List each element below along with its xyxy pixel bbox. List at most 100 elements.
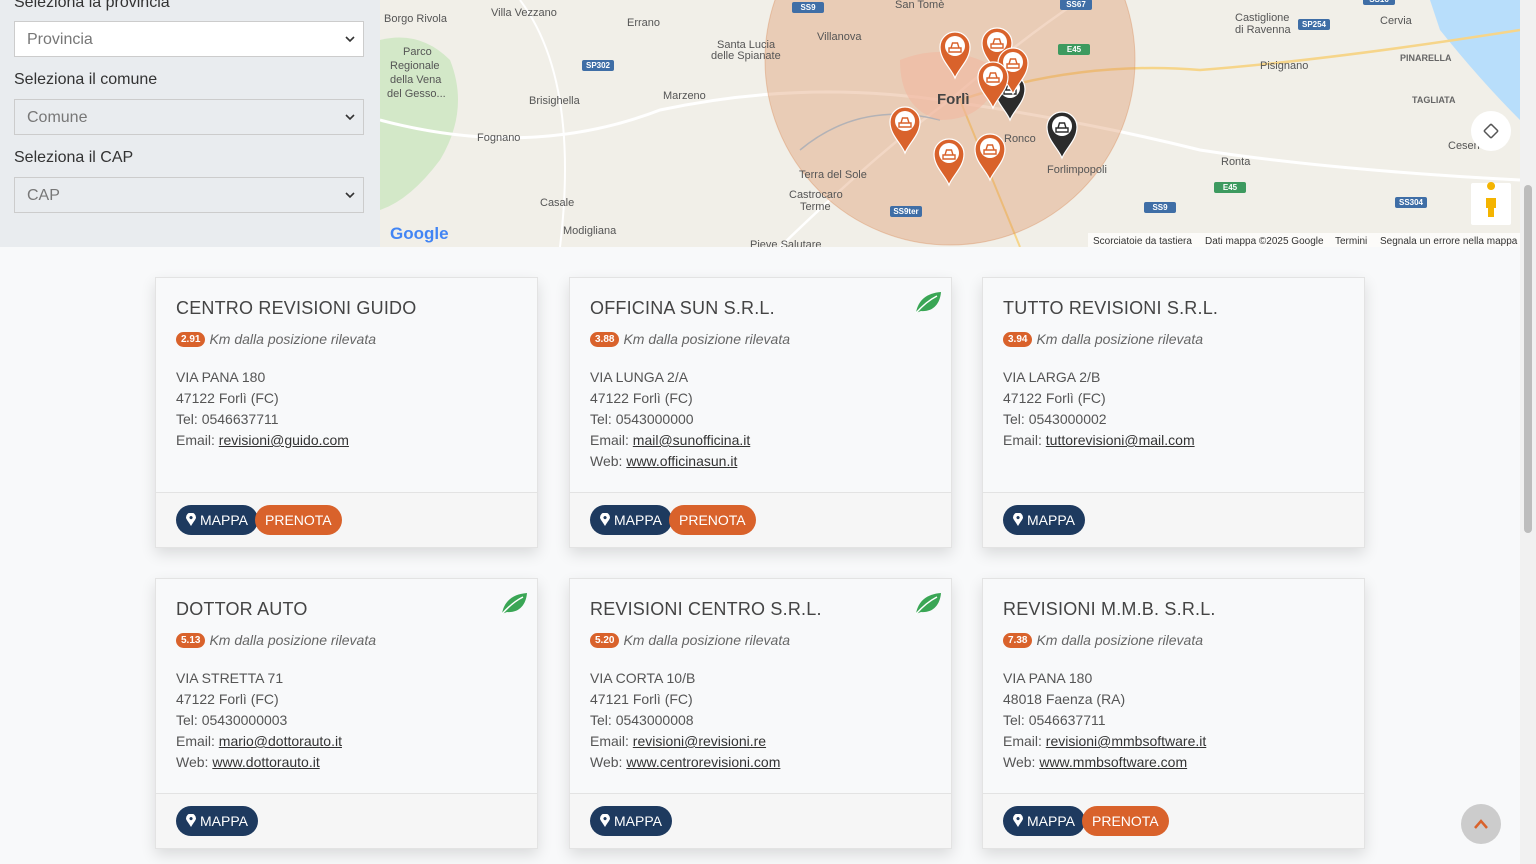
map-attribution[interactable]: Termini <box>1335 236 1367 247</box>
map-place-label: della Vena <box>390 74 442 86</box>
pin-shape <box>600 813 610 827</box>
map-button[interactable]: MAPPA <box>176 505 258 535</box>
map-attribution[interactable]: Scorciatoie da tastiera <box>1093 236 1192 247</box>
sea <box>1430 0 1520 120</box>
distance-badge: 5.13 <box>176 633 206 648</box>
web-link[interactable]: www.centrorevisioni.com <box>626 754 781 770</box>
map-place-label: Terme <box>800 201 831 213</box>
web-link[interactable]: www.mmbsoftware.com <box>1039 754 1188 770</box>
map-attribution[interactable]: Segnala un errore nella mappa <box>1380 236 1518 247</box>
distance-badge: 5.20 <box>590 633 620 648</box>
map-button[interactable]: MAPPA <box>1003 505 1085 535</box>
map-place-label: Villa Vezzano <box>491 7 557 19</box>
card-title: REVISIONI M.M.B. S.R.L. <box>1003 599 1216 619</box>
province-select[interactable]: Provincia <box>14 21 364 57</box>
road-shield-label: SS304 <box>1399 198 1424 207</box>
tel-line: Tel: 0546637711 <box>176 409 349 430</box>
tel-label: Tel: <box>590 411 612 427</box>
leaf-vein <box>915 596 938 615</box>
tel-label: Tel: <box>590 712 612 728</box>
card-title: TUTTO REVISIONI S.R.L. <box>1003 298 1219 318</box>
web-link[interactable]: www.dottorauto.it <box>212 754 320 770</box>
tel-value: 05430000003 <box>201 712 288 728</box>
distance: 3.88 Km dalla posizione rilevata <box>590 331 790 347</box>
chevron <box>345 114 355 121</box>
pin-icon <box>1013 813 1023 827</box>
cap-select[interactable]: CAP <box>14 177 364 213</box>
book-button[interactable]: PRENOTA <box>255 505 342 535</box>
tel-value: 0543000000 <box>615 411 694 427</box>
card-footer: MAPPA PRENOTA <box>983 793 1364 848</box>
car-icon <box>986 72 1000 83</box>
map-button-label: MAPPA <box>1027 813 1075 829</box>
map-place-label: Castiglione <box>1235 12 1289 24</box>
web-link[interactable]: www.officinasun.it <box>626 453 738 469</box>
chevron <box>345 192 355 199</box>
web-label: Web: <box>176 754 209 770</box>
map-button[interactable]: MAPPA <box>590 806 672 836</box>
map-place-label: Brisighella <box>529 95 581 107</box>
road-shield-label: SS9ter <box>893 207 918 216</box>
address: VIA CORTA 10/B <box>590 670 696 686</box>
road-shield-label: SS9 <box>1152 203 1168 212</box>
book-button[interactable]: PRENOTA <box>669 505 756 535</box>
email-link[interactable]: tuttorevisioni@mail.com <box>1045 432 1195 448</box>
email-link[interactable]: mario@dottorauto.it <box>218 733 342 749</box>
road-shield <box>1363 0 1395 5</box>
pin-icon <box>186 512 196 526</box>
map[interactable]: Borgo Rivola Villa Vezzano Errano Santa Luc… <box>380 0 1520 247</box>
map-place-label: Santa Lucia <box>717 39 776 51</box>
service-card: TUTTO REVISIONI S.R.L. 3.94 Km dalla posiz… <box>982 277 1365 548</box>
road-shield-label: SS67 <box>1066 0 1086 9</box>
road-shield <box>1298 19 1330 30</box>
email-link[interactable]: revisioni@guido.com <box>218 432 349 448</box>
river <box>799 113 941 151</box>
select-placeholder: Comune <box>27 109 88 126</box>
map-pin-face <box>1052 116 1072 136</box>
distance-caption: Km dalla posizione rilevata <box>1036 632 1203 648</box>
card-title: CENTRO REVISIONI GUIDO <box>176 298 417 318</box>
map-button[interactable]: MAPPA <box>176 806 258 836</box>
address: VIA LARGA 2/B <box>1003 369 1101 385</box>
comune-select[interactable]: Comune <box>14 99 364 135</box>
map-button[interactable]: MAPPA <box>1003 806 1085 836</box>
road-shield <box>792 2 824 13</box>
highway <box>959 28 1520 102</box>
road-shield-label: SS9 <box>800 3 816 12</box>
map-pin-face <box>983 66 1003 86</box>
fullscreen-button[interactable] <box>1471 111 1511 151</box>
email-link[interactable]: revisioni@revisioni.re <box>632 733 767 749</box>
email-line: Email: mario@dottorauto.it <box>176 731 342 752</box>
leaf-vein <box>501 596 524 615</box>
contact-lines: VIA PANA 180 48018 Faenza (RA) Tel: 054663… <box>1003 668 1206 773</box>
city: 47121 Forlì (FC) <box>590 691 693 707</box>
road-shield <box>1395 197 1427 208</box>
email-link[interactable]: revisioni@mmbsoftware.it <box>1045 733 1207 749</box>
map-button-label: MAPPA <box>200 813 248 829</box>
distance: 5.20 Km dalla posizione rilevata <box>590 632 790 648</box>
pin-icon <box>186 813 196 827</box>
tel-line: Tel: 0543000000 <box>590 409 750 430</box>
distance-caption: Km dalla posizione rilevata <box>209 331 376 347</box>
road-shield <box>890 206 922 217</box>
distance-caption: Km dalla posizione rilevata <box>209 632 376 648</box>
chevron <box>345 36 355 43</box>
book-button[interactable]: PRENOTA <box>1082 806 1169 836</box>
road-shield <box>582 60 614 71</box>
pin-shape <box>1013 512 1023 526</box>
road-shield-label: E45 <box>1223 183 1238 192</box>
map-pin-face <box>939 143 959 163</box>
scrollbar-thumb[interactable] <box>1524 185 1532 533</box>
tel-line: Tel: 0546637711 <box>1003 710 1206 731</box>
distance-badge: 2.91 <box>176 332 206 347</box>
map-place-label: Castrocaro <box>789 189 843 201</box>
service-card: OFFICINA SUN S.R.L. 3.88 Km dalla posizion… <box>569 277 952 548</box>
road-shield-label: SP302 <box>586 61 611 70</box>
map-button[interactable]: MAPPA <box>590 505 672 535</box>
card-footer: MAPPA PRENOTA <box>156 492 537 547</box>
email-link[interactable]: mail@sunofficina.it <box>632 432 751 448</box>
fullscreen-icon <box>1483 123 1499 139</box>
address: VIA LUNGA 2/A <box>590 369 689 385</box>
tel-line: Tel: 0543000002 <box>1003 409 1195 430</box>
back-to-top[interactable] <box>1461 804 1501 844</box>
